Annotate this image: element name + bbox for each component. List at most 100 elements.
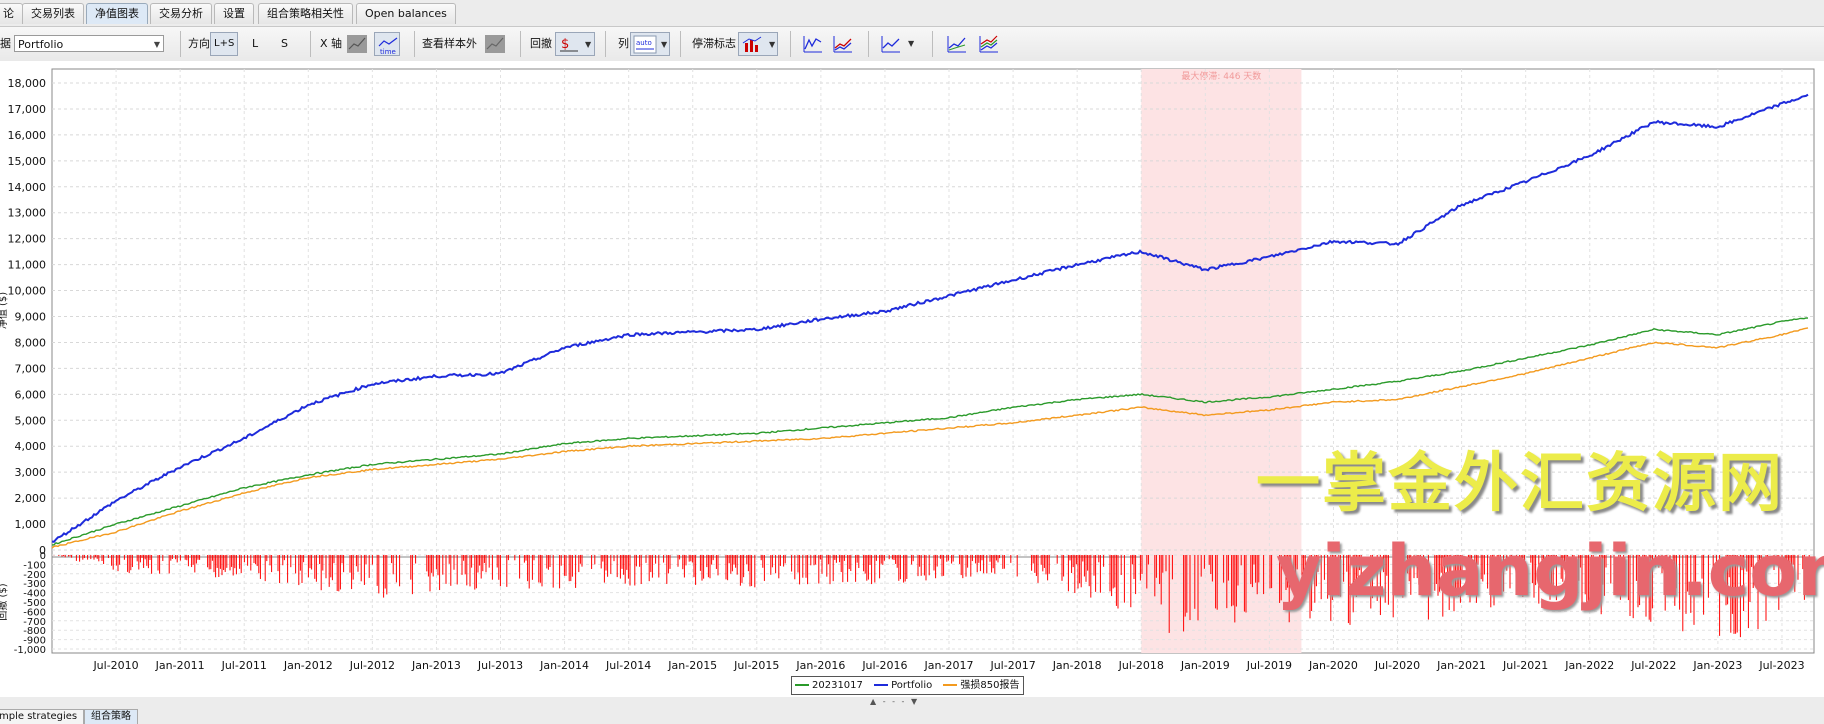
x-tick-label: Jan-2014 [539,659,589,672]
x-tick-label: Jul-2013 [477,659,523,672]
xaxis-label: X 轴 [320,37,343,50]
dd-y-tick-label: -1,000 [14,645,46,656]
direction-l-button[interactable]: L [252,37,259,50]
y-tick-label: 14,000 [8,181,47,194]
equity-chart[interactable]: 最大停滞: 446 天数 18,000 17,000 16,000 15,000 14,0… [0,61,1824,697]
legend-item: Portfolio [874,680,932,691]
y-tick-label: 1,000 [15,518,47,531]
legend-item: 强损850报告 [943,680,1020,691]
equity-chart-panel: 最大停滞: 446 天数 18,000 17,000 16,000 15,000 14,0… [0,61,1824,697]
resize-grip-icon[interactable]: ▲ - - - ▼ [870,697,920,706]
equity-line-Portfolio [51,93,1809,543]
toolbar-divider [790,31,791,57]
legend-swatch [943,684,958,686]
y-tick-label: 7,000 [15,362,47,375]
dd-y-tick-label: -400 [23,589,46,600]
portfolio-select-value: Portfolio [18,38,64,51]
stagnation-label: 停滞标志 [692,37,736,50]
x-tick-label: Jul-2015 [733,659,779,672]
x-tick-label: Jul-2018 [1118,659,1164,672]
legend-item: 20231017 [795,680,863,691]
x-tick-label: Jul-2021 [1502,659,1548,672]
equity-chart-button[interactable] [800,32,826,56]
line-chart-icon [881,36,900,53]
dd-y-tick-label: -200 [23,570,46,581]
x-tick-label: Jan-2012 [283,659,333,672]
x-tick-label: Jul-2023 [1758,659,1804,672]
x-tick-label: Jan-2020 [1308,659,1358,672]
tab-discussion[interactable]: 论 [0,3,23,24]
x-tick-label: Jul-2019 [1246,659,1292,672]
toolbar-divider [868,31,869,57]
x-tick-label: Jul-2011 [221,659,267,672]
portfolio-lines-icon [947,36,966,53]
xaxis-time-button[interactable]: time [374,32,400,56]
tab-sample-strategies[interactable]: mple strategies [0,709,85,724]
toolbar-divider [680,31,681,57]
svg-text:$: $ [561,37,569,52]
direction-ls-button[interactable]: L+S [210,32,238,56]
direction-s-button[interactable]: S [281,37,288,50]
svg-text:time: time [380,48,396,55]
dd-y-tick-label: 0 [40,551,46,562]
column-mode-dropdown[interactable]: auto ▼ [630,32,670,56]
all-strategies-button[interactable] [976,32,1002,56]
stagnation-highlight [1141,69,1302,653]
tab-strategy-correlation[interactable]: 组合策略相关性 [258,3,353,24]
y-tick-label: 15,000 [8,155,47,168]
tab-trade-analysis[interactable]: 交易分析 [150,3,212,24]
chart-type-dropdown[interactable]: ▼ [878,32,918,56]
x-tick-label: Jan-2021 [1436,659,1486,672]
legend-swatch [795,684,809,686]
watermark-title: 一掌金外汇资源网 [1256,447,1784,521]
legend-label: 20231017 [812,680,863,691]
x-tick-label: Jul-2022 [1630,659,1676,672]
chevron-down-icon: ▼ [769,40,776,49]
equity-line-强损850报告 [51,327,1809,549]
multi-line-chart-icon [979,35,998,53]
dd-y-tick-label: -700 [23,617,46,628]
tab-portfolio-strategies[interactable]: 组合策略 [84,709,138,724]
x-tick-label: Jul-2010 [92,659,138,672]
toolbar-divider [414,31,415,57]
equity-chart-icon [803,36,822,53]
tab-settings[interactable]: 设置 [214,3,254,24]
xaxis-trades-button[interactable] [344,32,370,56]
tab-trade-list[interactable]: 交易列表 [22,3,84,24]
top-tab-bar: 论 交易列表 净值图表 交易分析 设置 组合策略相关性 Open balance… [0,0,1824,26]
dd-y-tick-label: -100 [23,560,46,571]
tab-open-balances[interactable]: Open balances [356,3,456,24]
stagnation-dropdown[interactable]: ▼ [738,32,778,56]
out-of-sample-button[interactable] [482,32,508,56]
equity-line-20231017 [51,317,1809,546]
equity-compare-icon [833,36,852,53]
legend-label: Portfolio [891,680,933,691]
x-tick-label: Jul-2020 [1374,659,1420,672]
dollar-drawdown-icon: $ [560,37,578,52]
x-tick-label: Jan-2019 [1180,659,1230,672]
main-plot-frame [51,68,1815,563]
y-tick-label: 3,000 [15,466,47,479]
x-tick-label: Jan-2011 [155,659,205,672]
auto-column-icon: auto [633,35,657,54]
stagnation-label: 最大停滞: 446 天数 [1181,70,1261,82]
tab-equity-chart[interactable]: 净值图表 [86,3,148,24]
x-tick-label: Jul-2017 [989,659,1035,672]
x-tick-label: Jul-2012 [349,659,395,672]
selector-label: 据 [0,37,11,50]
svg-text:auto: auto [636,39,652,47]
time-chart-icon: time [378,37,398,55]
equity-compare-button[interactable] [830,32,856,56]
x-tick-label: Jan-2017 [924,659,974,672]
stagnation-chart-icon [742,36,762,52]
y-tick-label: 12,000 [8,233,47,246]
portfolio-lines-button[interactable] [944,32,970,56]
drawdown-label: 回撤 [530,37,552,50]
toolbar-divider [520,31,521,57]
portfolio-select[interactable]: Portfolio ▼ [14,35,164,52]
x-tick-label: Jul-2016 [861,659,907,672]
drawdown-plot-frame [51,556,1815,654]
drawdown-mode-dropdown[interactable]: $ ▼ [555,32,595,56]
dd-y-tick-label: -500 [23,598,46,609]
chevron-down-icon: ▼ [153,40,160,49]
